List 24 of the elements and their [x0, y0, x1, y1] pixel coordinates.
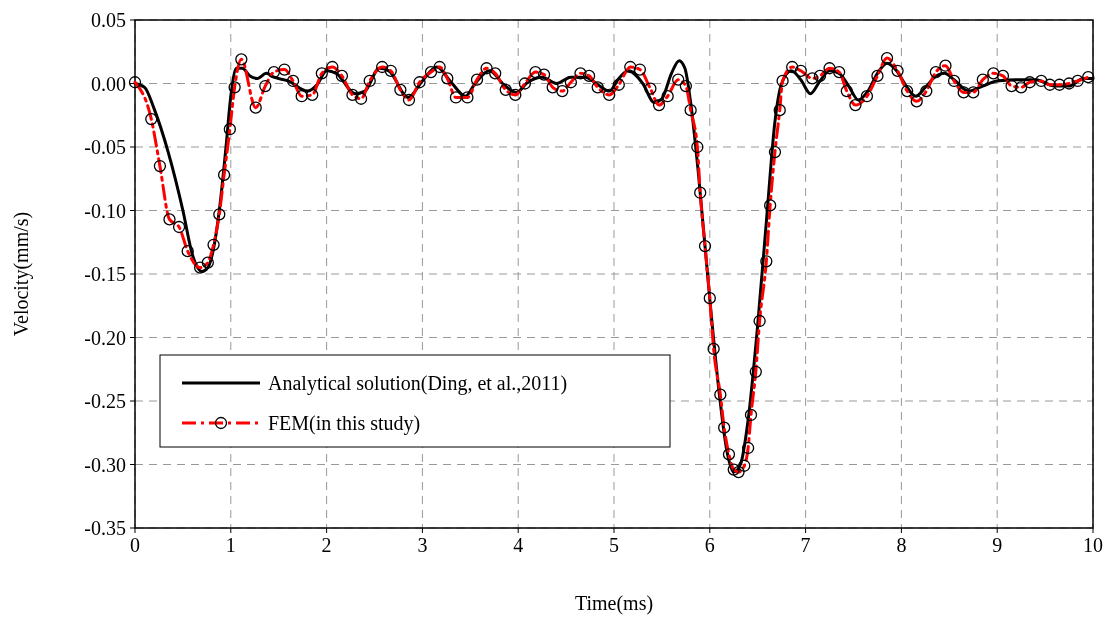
x-tick-label: 8 — [896, 534, 907, 556]
y-tick-label: 0.00 — [91, 72, 126, 95]
y-tick-label: 0.05 — [91, 9, 126, 31]
x-tick-label: 3 — [417, 534, 428, 556]
x-tick-label: 9 — [992, 534, 1003, 556]
x-tick-label: 0 — [130, 534, 140, 556]
x-tick-label: 7 — [800, 534, 811, 556]
y-tick-label: -0.35 — [84, 517, 126, 539]
legend-label: FEM(in this study) — [268, 412, 421, 435]
y-tick-label: -0.15 — [84, 263, 126, 285]
x-axis-title: Time(ms) — [574, 592, 654, 615]
x-tick-label: 5 — [609, 534, 619, 556]
legend-label: Analytical solution(Ding, et al.,2011) — [268, 372, 568, 395]
y-tick-label: -0.20 — [84, 326, 126, 349]
x-tick-label: 10 — [1083, 534, 1103, 556]
x-tick-label: 6 — [704, 534, 715, 556]
y-tick-label: -0.25 — [84, 390, 126, 412]
x-tick-label: 2 — [321, 534, 332, 556]
x-tick-label: 4 — [513, 534, 524, 556]
y-tick-label: -0.10 — [84, 199, 126, 222]
y-tick-label: -0.30 — [84, 453, 126, 476]
x-tick-label: 1 — [225, 534, 236, 556]
y-tick-label: -0.05 — [84, 136, 126, 158]
y-axis-title: Velocity(mm/s) — [10, 211, 33, 337]
